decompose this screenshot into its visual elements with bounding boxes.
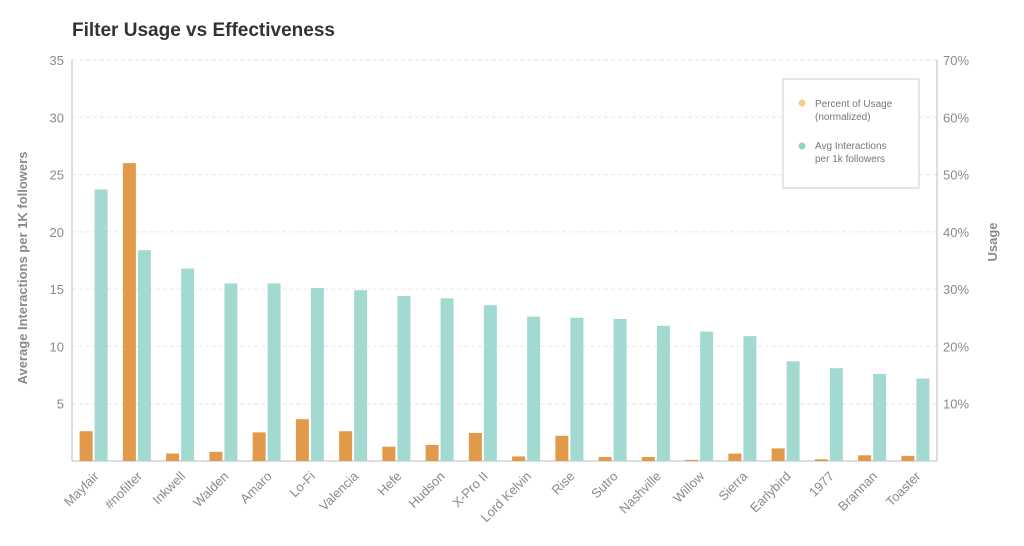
category-label: Amaro bbox=[237, 469, 275, 507]
left-axis-title: Average Interactions per 1K followers bbox=[15, 152, 30, 385]
category-label: Sutro bbox=[588, 469, 621, 502]
category-label: Inkwell bbox=[150, 468, 189, 507]
interactions-bar bbox=[397, 296, 411, 461]
usage-bar bbox=[425, 444, 439, 461]
usage-bar bbox=[555, 435, 569, 461]
usage-bar bbox=[512, 456, 526, 461]
category-label: Brannan bbox=[835, 469, 880, 514]
left-tick-label: 20 bbox=[50, 225, 64, 240]
usage-bar bbox=[166, 453, 180, 461]
interactions-bar bbox=[527, 316, 541, 461]
category-label: Lo-Fi bbox=[286, 468, 318, 500]
usage-bar bbox=[728, 453, 742, 461]
left-tick-label: 25 bbox=[50, 168, 64, 183]
legend-box bbox=[782, 78, 920, 189]
category-label: Rise bbox=[548, 469, 577, 498]
category-label: Hudson bbox=[405, 469, 447, 511]
interactions-bar bbox=[613, 318, 627, 461]
chart-title: Filter Usage vs Effectiveness bbox=[72, 20, 335, 41]
usage-bar bbox=[901, 455, 915, 461]
category-label: Toaster bbox=[883, 468, 924, 509]
interactions-bar bbox=[137, 250, 151, 461]
left-tick-label: 5 bbox=[57, 397, 64, 412]
usage-bar bbox=[209, 451, 223, 461]
interactions-bar bbox=[310, 287, 324, 461]
right-axis-ticks: 10% 20% 30% 40% 50% 60% 70% bbox=[943, 53, 969, 412]
right-axis-title: Usage bbox=[985, 222, 1000, 261]
legend-usage-marker bbox=[798, 99, 806, 107]
legend-interactions-marker bbox=[798, 142, 806, 150]
bars bbox=[79, 163, 930, 462]
interactions-bar bbox=[483, 305, 497, 461]
category-label: Walden bbox=[190, 469, 231, 510]
right-tick-label: 40% bbox=[943, 225, 969, 240]
usage-bar bbox=[598, 456, 612, 461]
legend-interactions-sublabel: per 1k followers bbox=[815, 154, 885, 165]
category-label: 1977 bbox=[806, 469, 837, 500]
interactions-bar bbox=[224, 283, 238, 461]
usage-bar bbox=[79, 431, 93, 461]
usage-bar bbox=[252, 432, 266, 461]
left-tick-label: 30 bbox=[50, 110, 64, 125]
legend-usage-label: Percent of Usage bbox=[815, 99, 893, 110]
category-label: X-Pro II bbox=[449, 469, 491, 511]
interactions-bar bbox=[829, 368, 843, 461]
interactions-bar bbox=[570, 317, 584, 461]
right-tick-label: 30% bbox=[943, 282, 969, 297]
legend-interactions-label: Avg Interactions bbox=[815, 141, 887, 152]
category-label: Earlybird bbox=[747, 469, 794, 516]
left-axis-ticks: 5 10 15 20 25 30 35 bbox=[50, 53, 64, 412]
usage-bar bbox=[382, 446, 396, 461]
interactions-bar bbox=[94, 189, 108, 462]
interactions-bar bbox=[873, 373, 887, 461]
interactions-bar bbox=[440, 298, 454, 461]
right-tick-label: 60% bbox=[943, 110, 969, 125]
category-label: Sierra bbox=[715, 468, 751, 504]
category-label: Willow bbox=[670, 468, 708, 506]
usage-bar bbox=[641, 456, 655, 461]
category-label: Nashville bbox=[616, 469, 664, 517]
usage-bar bbox=[814, 459, 828, 461]
usage-bar bbox=[771, 448, 785, 461]
usage-bar bbox=[468, 432, 482, 461]
interactions-bar bbox=[354, 290, 368, 461]
category-label: Valencia bbox=[316, 468, 362, 514]
legend: Percent of Usage (normalized) Avg Intera… bbox=[782, 78, 920, 189]
category-labels: Mayfair #nofilter Inkwell Walden Amaro Lo-FiV… bbox=[61, 468, 924, 525]
interactions-bar bbox=[700, 331, 714, 461]
right-tick-label: 50% bbox=[943, 168, 969, 183]
interactions-bar bbox=[916, 378, 930, 461]
interactions-bar bbox=[786, 361, 800, 461]
left-tick-label: 10 bbox=[50, 339, 64, 354]
interactions-bar bbox=[181, 268, 195, 461]
category-label: #nofilter bbox=[102, 468, 146, 512]
category-label: Mayfair bbox=[61, 468, 102, 509]
left-tick-label: 15 bbox=[50, 282, 64, 297]
left-tick-label: 35 bbox=[50, 53, 64, 68]
usage-bar bbox=[295, 419, 309, 461]
usage-bar bbox=[122, 163, 136, 461]
right-tick-label: 20% bbox=[943, 339, 969, 354]
usage-bar bbox=[858, 455, 872, 461]
interactions-bar bbox=[656, 325, 670, 461]
interactions-bar bbox=[267, 283, 281, 461]
right-tick-label: 70% bbox=[943, 53, 969, 68]
usage-bar bbox=[685, 459, 699, 461]
usage-bar bbox=[339, 431, 353, 461]
category-label: Hefe bbox=[374, 469, 404, 499]
interactions-bar bbox=[743, 336, 757, 461]
right-tick-label: 10% bbox=[943, 397, 969, 412]
legend-usage-sublabel: (normalized) bbox=[815, 112, 871, 123]
